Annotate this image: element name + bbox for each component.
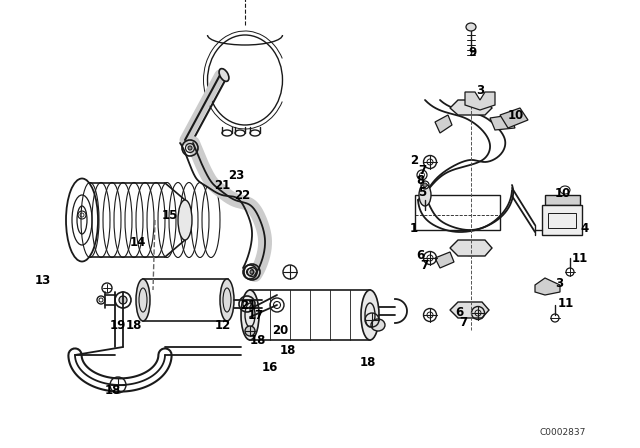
Text: 3: 3 bbox=[555, 276, 563, 289]
Text: 3: 3 bbox=[476, 83, 484, 96]
Text: 5: 5 bbox=[418, 185, 426, 198]
Polygon shape bbox=[500, 108, 528, 128]
Text: 12: 12 bbox=[215, 319, 231, 332]
Bar bbox=[250, 290, 370, 340]
Ellipse shape bbox=[361, 290, 379, 340]
Text: 11: 11 bbox=[572, 251, 588, 264]
Text: 18: 18 bbox=[250, 333, 266, 346]
Bar bbox=[415, 195, 500, 230]
Text: 16: 16 bbox=[262, 361, 278, 374]
Bar bbox=[143, 279, 228, 321]
Bar bbox=[542, 205, 582, 235]
Bar bbox=[548, 213, 576, 228]
Text: 18: 18 bbox=[280, 344, 296, 357]
Text: 6: 6 bbox=[416, 249, 424, 262]
Ellipse shape bbox=[419, 184, 431, 206]
Text: 6: 6 bbox=[455, 306, 463, 319]
Polygon shape bbox=[450, 302, 489, 318]
Text: 19: 19 bbox=[110, 319, 126, 332]
Text: 7: 7 bbox=[459, 315, 467, 328]
Text: 8: 8 bbox=[416, 173, 424, 186]
Text: C0002837: C0002837 bbox=[540, 427, 586, 436]
Polygon shape bbox=[490, 115, 515, 130]
Text: 11: 11 bbox=[558, 297, 574, 310]
Text: 1: 1 bbox=[410, 221, 418, 234]
Text: 2: 2 bbox=[410, 154, 418, 167]
Polygon shape bbox=[435, 115, 452, 133]
Text: 18: 18 bbox=[105, 383, 122, 396]
Text: 21: 21 bbox=[214, 178, 230, 191]
Text: 20: 20 bbox=[272, 323, 288, 336]
Polygon shape bbox=[465, 92, 495, 110]
Ellipse shape bbox=[423, 183, 427, 187]
Ellipse shape bbox=[241, 290, 259, 340]
Text: 14: 14 bbox=[130, 236, 147, 249]
Text: 4: 4 bbox=[580, 221, 588, 234]
Polygon shape bbox=[450, 100, 492, 115]
Ellipse shape bbox=[250, 270, 254, 274]
Polygon shape bbox=[435, 252, 454, 268]
Text: 9: 9 bbox=[468, 46, 476, 59]
Text: 18: 18 bbox=[126, 319, 142, 332]
Ellipse shape bbox=[220, 279, 234, 321]
Text: 15: 15 bbox=[162, 208, 179, 221]
Text: 7: 7 bbox=[418, 164, 426, 177]
Text: 7: 7 bbox=[420, 258, 428, 271]
Ellipse shape bbox=[466, 23, 476, 31]
Text: 18: 18 bbox=[360, 356, 376, 369]
Text: 22: 22 bbox=[234, 189, 250, 202]
Text: 10: 10 bbox=[508, 108, 524, 121]
Text: 10: 10 bbox=[555, 186, 572, 199]
Ellipse shape bbox=[188, 146, 192, 150]
Ellipse shape bbox=[136, 279, 150, 321]
Ellipse shape bbox=[119, 296, 127, 304]
Text: 13: 13 bbox=[35, 273, 51, 287]
Ellipse shape bbox=[178, 200, 192, 240]
Polygon shape bbox=[535, 278, 560, 295]
Ellipse shape bbox=[371, 319, 385, 331]
Polygon shape bbox=[545, 195, 580, 205]
Text: 17: 17 bbox=[248, 309, 264, 322]
Polygon shape bbox=[450, 240, 492, 256]
Text: 21: 21 bbox=[240, 298, 256, 311]
Ellipse shape bbox=[219, 69, 229, 82]
Text: 23: 23 bbox=[228, 168, 244, 181]
Ellipse shape bbox=[245, 326, 255, 336]
